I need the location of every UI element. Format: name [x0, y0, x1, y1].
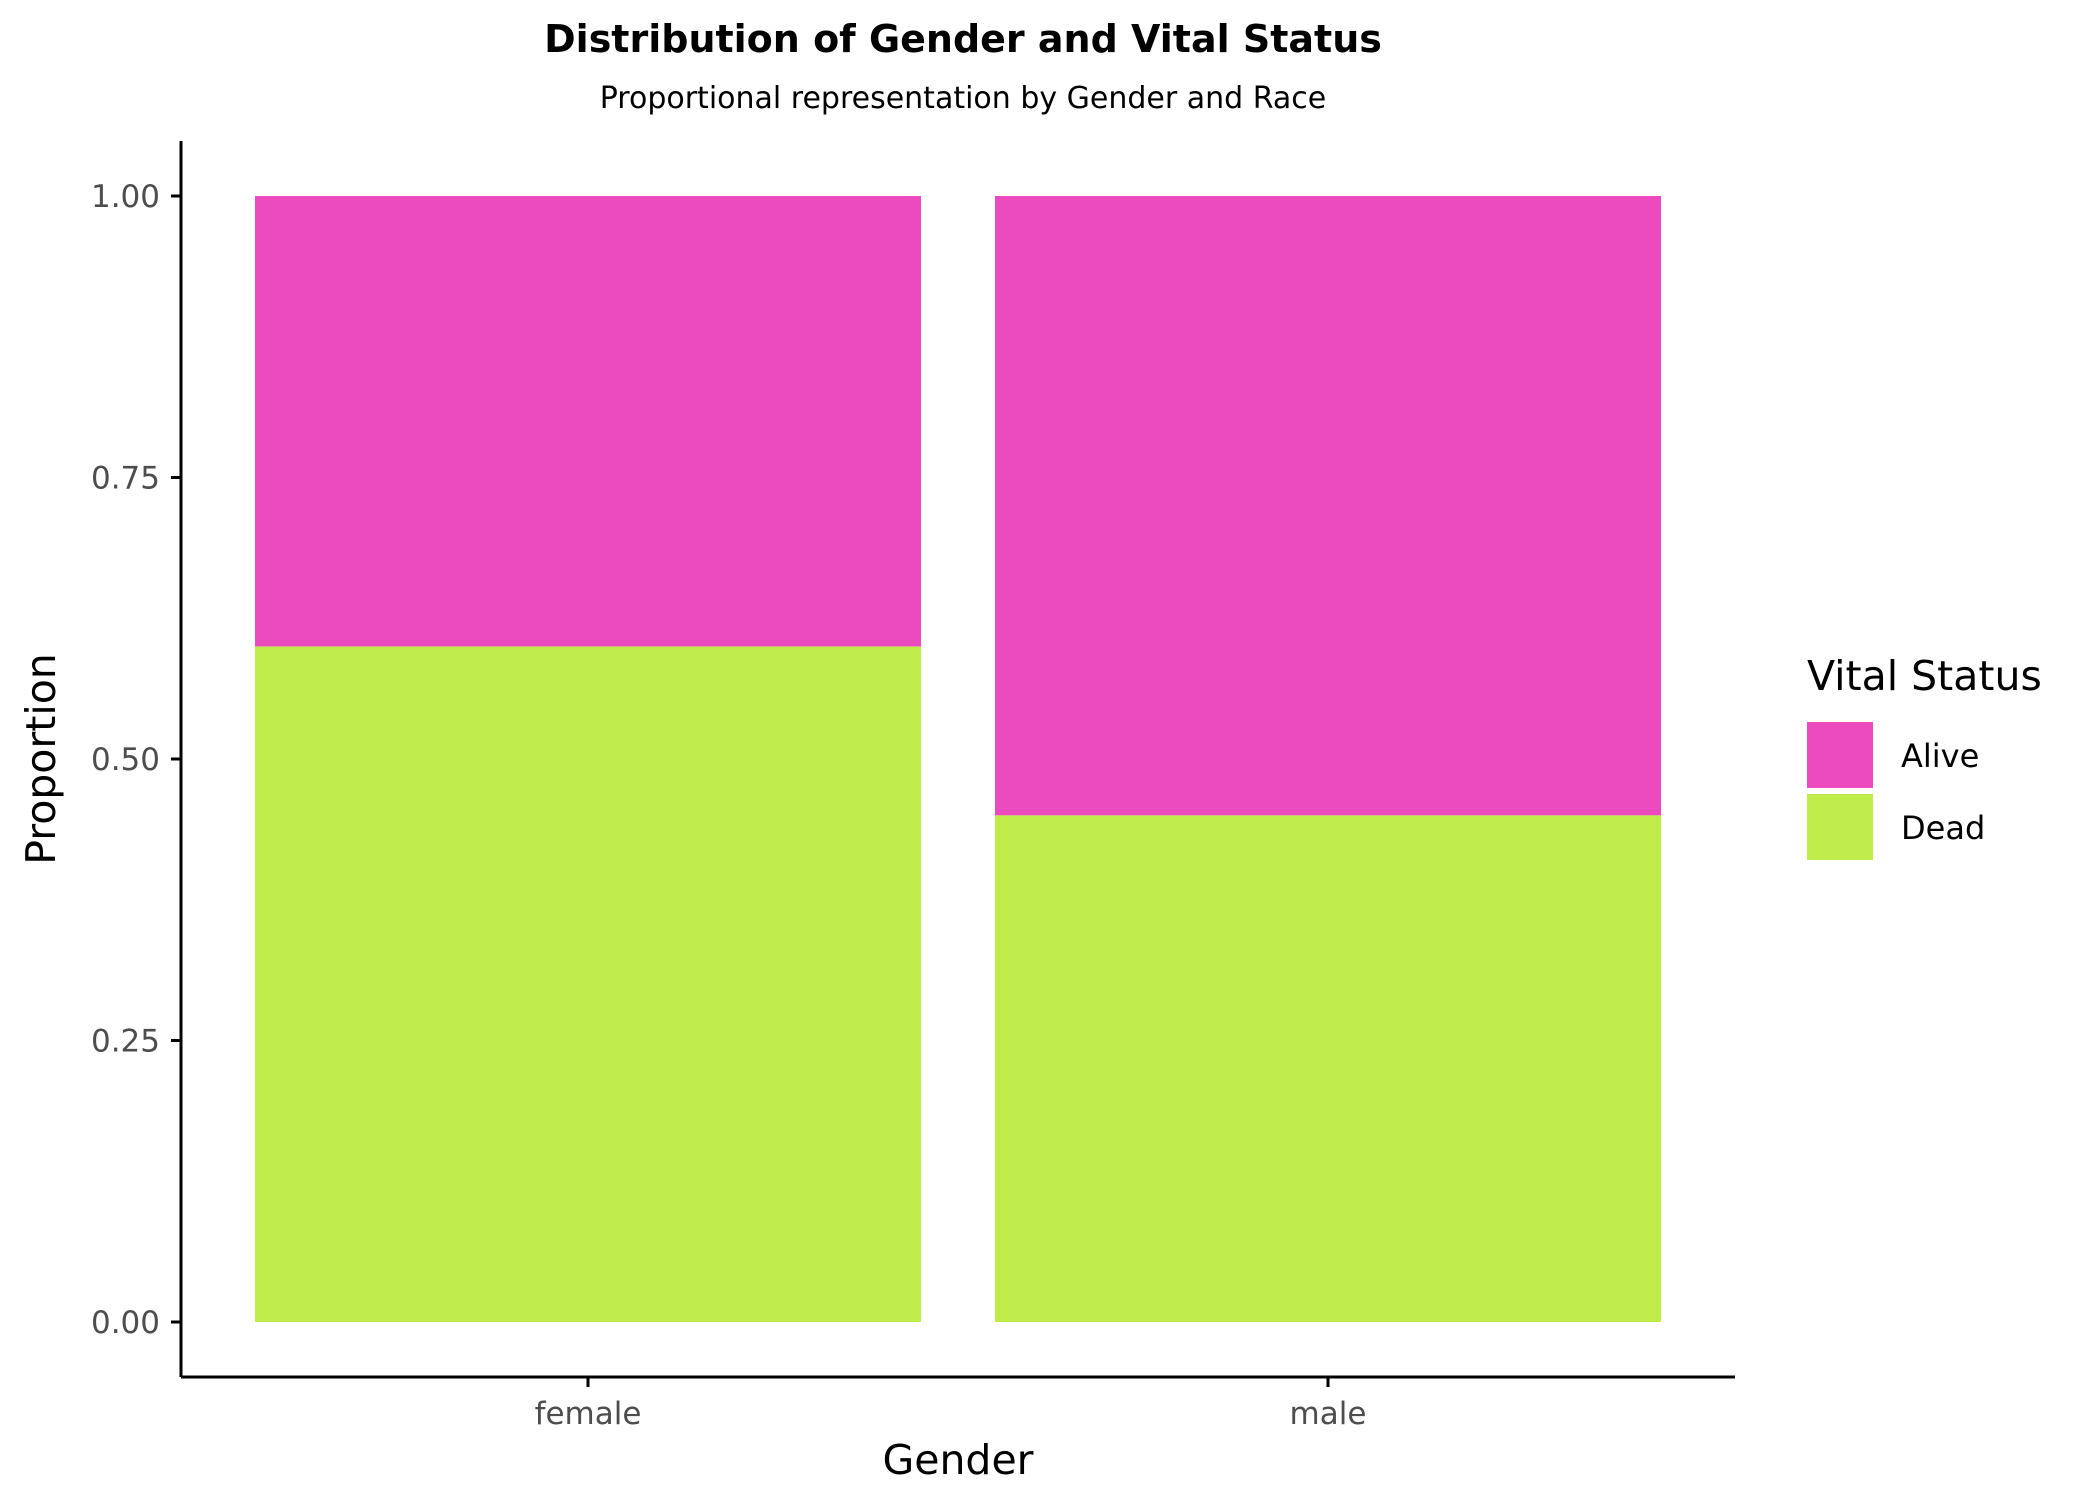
x-tick-label: male — [1290, 1396, 1367, 1432]
x-tick-label: female — [535, 1396, 642, 1432]
bar-female-alive — [255, 196, 921, 647]
y-tick-label: 0.25 — [91, 1024, 160, 1060]
y-tick-label: 0.00 — [91, 1305, 160, 1341]
bars-group — [255, 196, 1661, 1322]
chart-title: Distribution of Gender and Vital Status — [544, 17, 1382, 61]
x-ticks-group: female male — [535, 1377, 1367, 1432]
legend: Vital Status Alive Dead — [1807, 652, 2042, 860]
chart-subtitle: Proportional representation by Gender an… — [600, 81, 1327, 116]
legend-key-dead — [1807, 794, 1873, 860]
legend-label-dead: Dead — [1901, 809, 1985, 847]
legend-entries: Alive Dead — [1807, 722, 1985, 860]
legend-title: Vital Status — [1807, 652, 2042, 700]
bar-female-dead — [255, 646, 921, 1322]
bar-male-alive — [995, 196, 1661, 816]
y-tick-label: 1.00 — [91, 179, 160, 215]
legend-label-alive: Alive — [1901, 737, 1979, 775]
y-tick-label: 0.75 — [91, 461, 160, 497]
x-axis-title: Gender — [882, 1436, 1033, 1484]
y-ticks-group: 0.00 0.25 0.50 0.75 1.00 — [91, 179, 181, 1341]
bar-male-dead — [995, 815, 1661, 1322]
y-tick-label: 0.50 — [91, 742, 160, 778]
y-axis-title: Proportion — [17, 653, 65, 865]
legend-key-alive — [1807, 722, 1873, 788]
